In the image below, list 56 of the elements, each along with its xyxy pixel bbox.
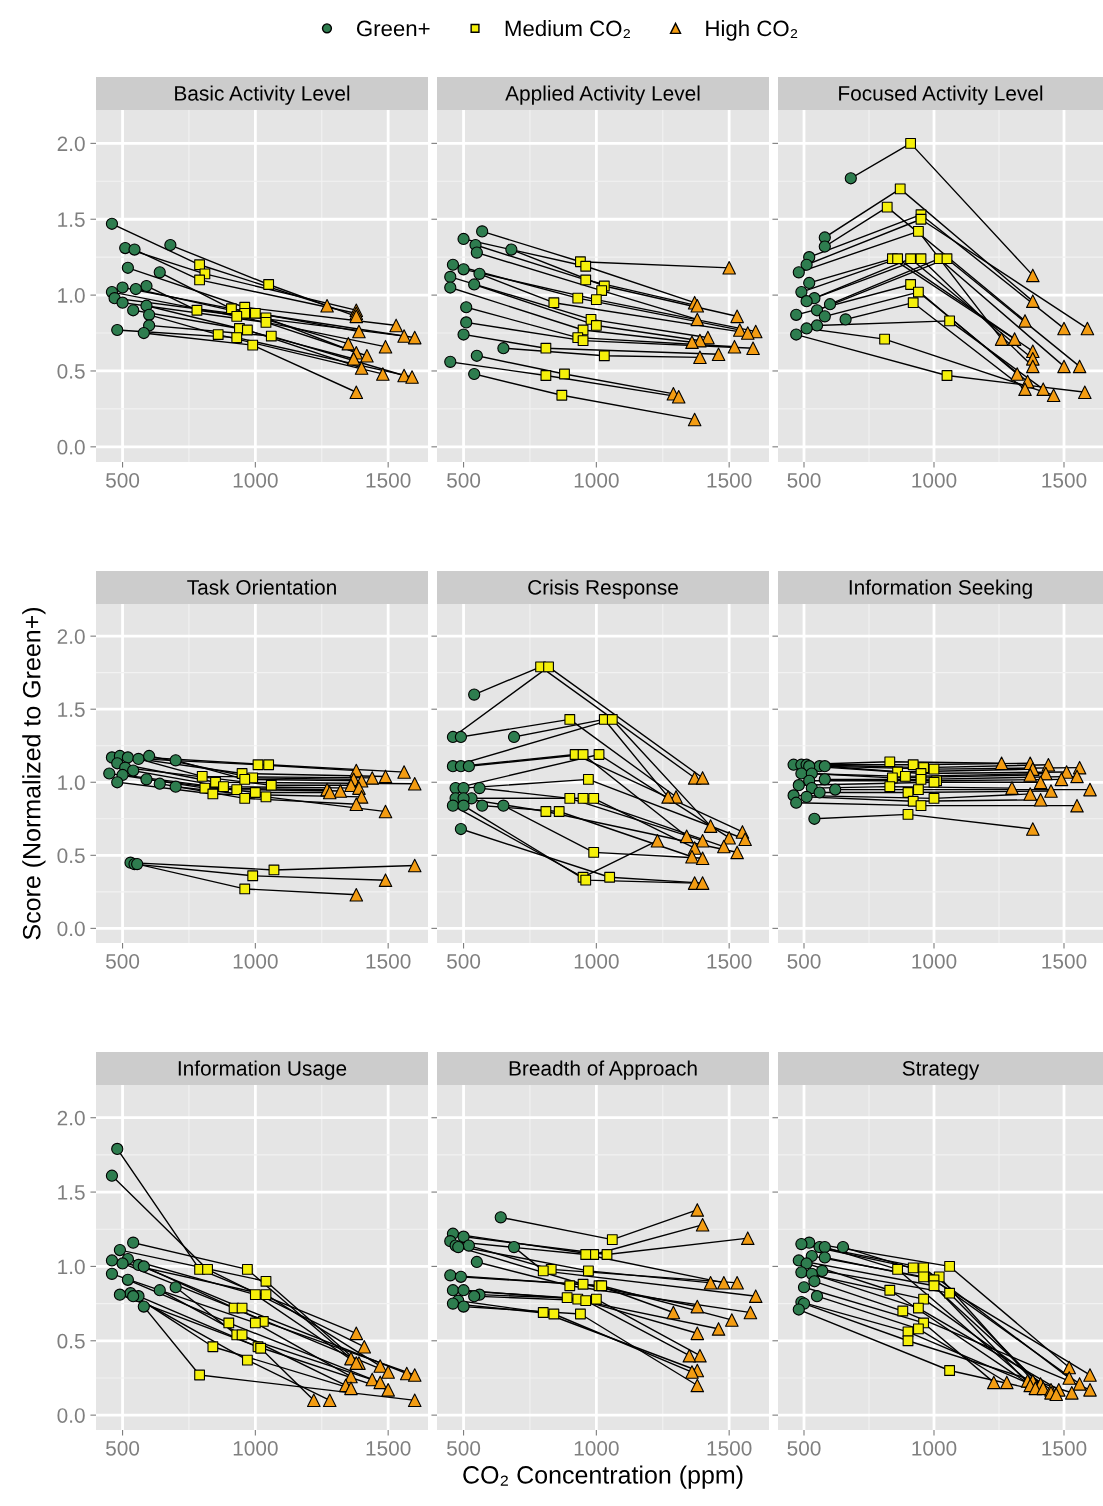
x-tick-label: 1500 bbox=[707, 953, 752, 969]
x-tick-label: 1000 bbox=[912, 953, 957, 969]
chart-title: Task Orientation bbox=[187, 579, 336, 595]
y-tick-label: 0.5 bbox=[57, 363, 85, 379]
x-tick-label: 1500 bbox=[1042, 953, 1087, 969]
x-tick-label: 1500 bbox=[1042, 472, 1087, 488]
y-tick-label: 0.5 bbox=[57, 1333, 85, 1349]
x-axis-title: CO₂ Concentration (ppm) bbox=[463, 1465, 743, 1489]
x-tick-label: 1500 bbox=[1042, 1440, 1087, 1456]
x-tick-label: 1000 bbox=[574, 1440, 619, 1456]
chart-title: Information Usage bbox=[178, 1060, 347, 1080]
x-tick-label: 500 bbox=[106, 953, 140, 969]
y-tick-label: 0.0 bbox=[57, 439, 85, 455]
x-tick-label: 500 bbox=[106, 1440, 140, 1456]
y-tick-label: 1.0 bbox=[58, 775, 85, 791]
x-tick-label: 1000 bbox=[912, 1440, 957, 1456]
y-tick-label: 0.5 bbox=[57, 848, 85, 864]
x-tick-label: 500 bbox=[787, 1440, 821, 1456]
x-tick-label: 500 bbox=[447, 1440, 481, 1456]
y-tick-label: 0.0 bbox=[57, 921, 85, 937]
x-tick-label: 1500 bbox=[707, 472, 752, 488]
chart-title: Information Seeking bbox=[849, 579, 1032, 599]
x-tick-label: 1000 bbox=[233, 953, 278, 969]
x-tick-label: 500 bbox=[787, 953, 821, 969]
y-tick-label: 1.0 bbox=[58, 288, 85, 303]
y-tick-label: 1.5 bbox=[58, 212, 85, 227]
chart-title: Basic Activity Level bbox=[175, 85, 350, 105]
y-tick-label: 0.0 bbox=[57, 1408, 85, 1423]
x-tick-label: 500 bbox=[787, 472, 821, 488]
chart-title: Applied Activity Level bbox=[505, 85, 700, 105]
chart-title: Breadth of Approach bbox=[509, 1060, 697, 1080]
legend-label: Medium CO₂ bbox=[505, 20, 630, 38]
x-tick-label: 1000 bbox=[233, 472, 278, 488]
y-tick-label: 2.0 bbox=[57, 136, 85, 152]
legend-label: Green+ bbox=[356, 20, 430, 37]
y-tick-label: 1.5 bbox=[58, 1185, 85, 1200]
y-tick-label: 1.5 bbox=[58, 702, 85, 717]
y-tick-label: 2.0 bbox=[57, 1110, 85, 1126]
y-tick-label: 1.0 bbox=[58, 1259, 85, 1275]
x-tick-label: 500 bbox=[447, 953, 481, 969]
x-tick-label: 1000 bbox=[912, 472, 957, 488]
chart-title: Strategy bbox=[902, 1060, 980, 1080]
chart-title: Crisis Response bbox=[528, 579, 678, 599]
x-tick-label: 500 bbox=[106, 472, 140, 488]
x-tick-label: 500 bbox=[447, 472, 481, 488]
x-tick-label: 1500 bbox=[366, 472, 411, 488]
x-tick-label: 1500 bbox=[707, 1440, 752, 1456]
y-tick-label: 2.0 bbox=[57, 629, 85, 644]
legend-label: High CO₂ bbox=[706, 20, 798, 41]
chart-title: Focused Activity Level bbox=[839, 85, 1043, 105]
x-tick-label: 1000 bbox=[574, 472, 619, 488]
x-tick-label: 1500 bbox=[366, 953, 411, 969]
x-tick-label: 1000 bbox=[574, 953, 619, 969]
x-tick-label: 1000 bbox=[233, 1440, 278, 1456]
y-axis-title: Score (Normalized to Green+) bbox=[22, 607, 46, 940]
x-tick-label: 1500 bbox=[366, 1440, 411, 1456]
